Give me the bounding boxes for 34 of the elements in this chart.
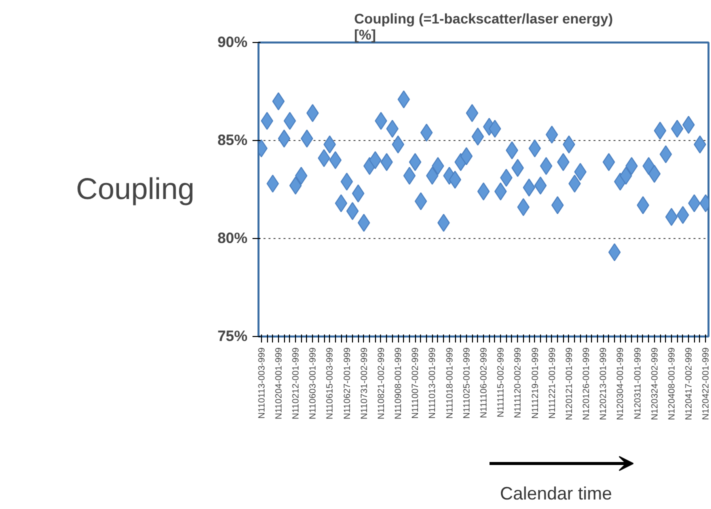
x-tick-label: N120121-001-999 (564, 347, 574, 420)
x-tick-label: N120408-001-999 (666, 347, 676, 420)
x-tick-label: N110113-003-999 (256, 347, 266, 419)
x-tick-label: N111219-001-999 (530, 347, 540, 419)
y-tick-label: 80% (217, 230, 248, 247)
x-tick-label: N110731-002-999 (358, 348, 369, 420)
x-tick-label: N110603-001-999 (308, 348, 318, 420)
x-tick-label: N111013-001-999 (427, 347, 438, 419)
x-tick-label: N110821-002-999 (376, 348, 386, 420)
x-tick-label: N111115-002-999 (496, 347, 506, 418)
x-tick-label: N120213-001-999 (598, 347, 608, 420)
x-tick-label: N110615-003-999 (324, 348, 335, 420)
x-tick-label: N111106-002-999 (478, 347, 488, 418)
x-tick-label: N120311-001-999 (632, 348, 642, 420)
x-tick-label: N111007-002-999 (410, 347, 420, 419)
x-tick-label: N111018-001-999 (444, 347, 454, 419)
y-tick-label: 75% (217, 328, 248, 345)
x-tick-label: N120126-001-999 (581, 347, 592, 420)
x-tick-label: N111120-002-999 (512, 347, 523, 418)
x-tick-label: N110212-001-999 (290, 348, 301, 420)
x-tick-label: N120304-001-999 (615, 347, 626, 420)
x-tick-label: N120422-001-999 (700, 347, 711, 420)
x-tick-label: N120417-002-999 (684, 347, 694, 420)
x-tick-label: N111025-001-999 (461, 347, 472, 419)
x-tick-label: N111221-001-999 (546, 347, 557, 419)
x-tick-label: N120324-002-999 (649, 347, 660, 420)
x-tick-label: N110204-001-999 (273, 348, 284, 420)
y-axis-title: Coupling (76, 173, 194, 206)
y-tick-label: 85% (217, 132, 248, 149)
x-tick-label: N110627-001-999 (342, 348, 352, 420)
text: Calendar time (500, 484, 612, 504)
x-tick-label: N110908-001-999 (393, 348, 404, 420)
chart-title: Coupling (=1-backscatter/laser energy) [%] (354, 10, 613, 42)
y-tick-label: 90% (217, 34, 248, 51)
